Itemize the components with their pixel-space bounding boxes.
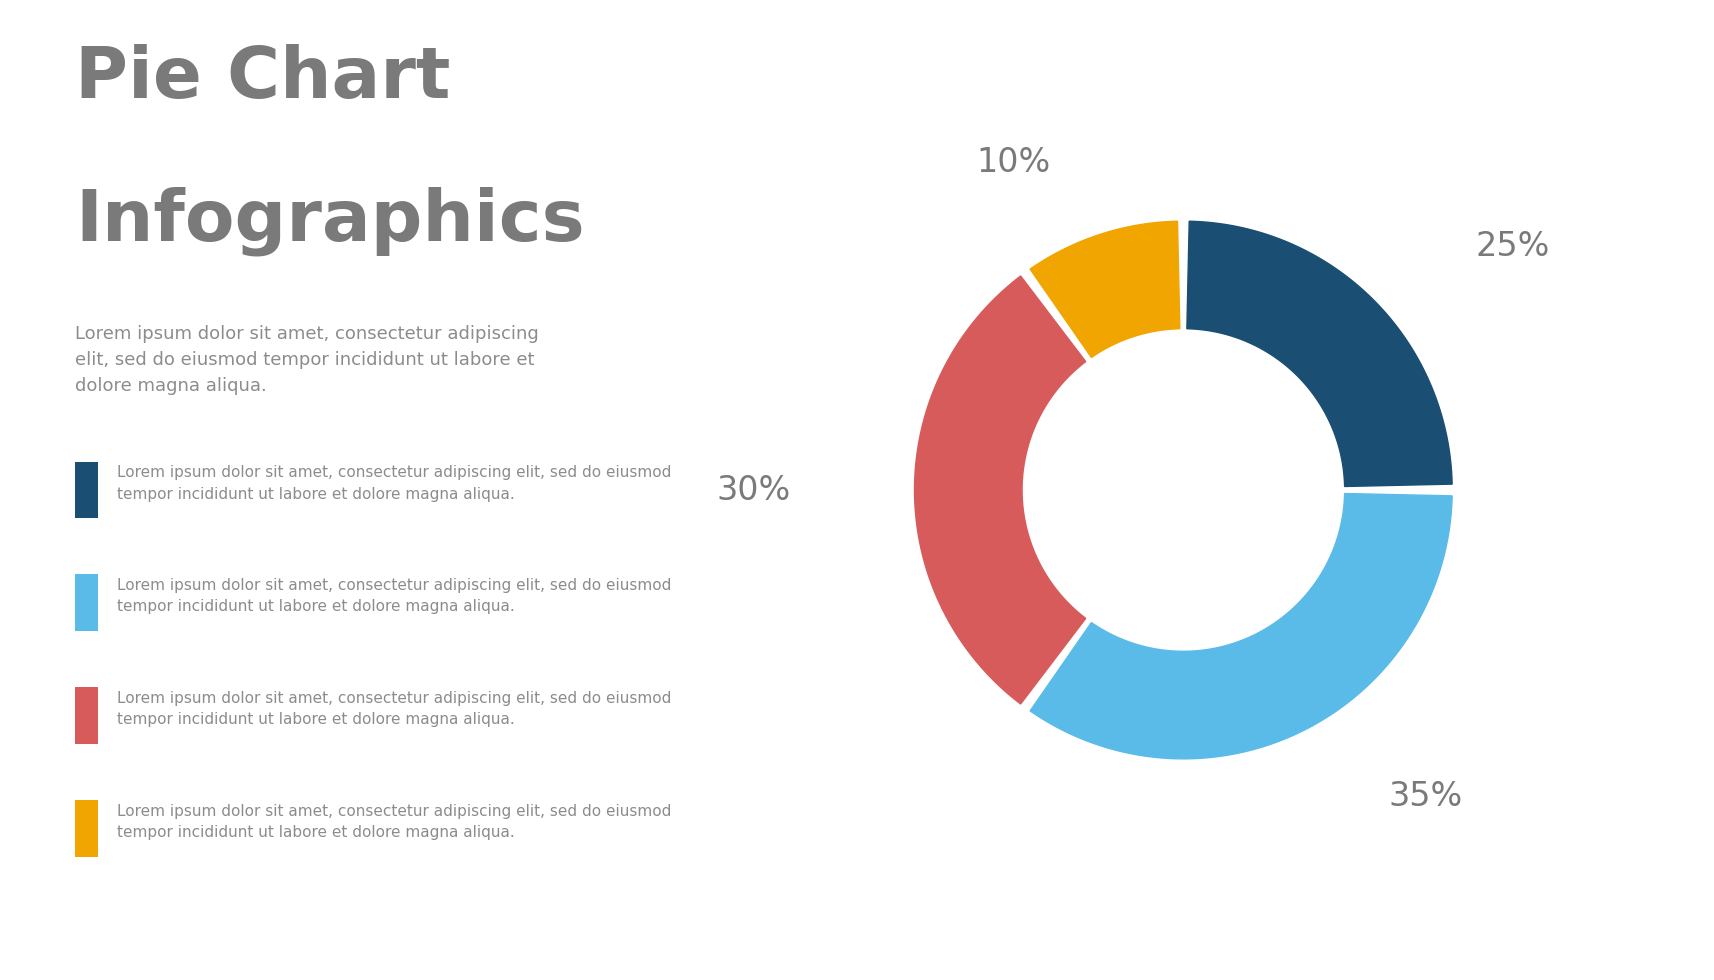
Text: Lorem ipsum dolor sit amet, consectetur adipiscing elit, sed do eiusmod
tempor i: Lorem ipsum dolor sit amet, consectetur …: [117, 804, 670, 840]
Text: 35%: 35%: [1387, 780, 1462, 813]
Text: 30%: 30%: [716, 473, 790, 507]
Text: Lorem ipsum dolor sit amet, consectetur adipiscing
elit, sed do eiusmod tempor i: Lorem ipsum dolor sit amet, consectetur …: [75, 325, 538, 395]
Text: Pie Chart: Pie Chart: [75, 44, 451, 113]
Polygon shape: [1030, 221, 1179, 358]
Polygon shape: [1030, 494, 1452, 759]
Polygon shape: [914, 276, 1085, 704]
Text: Infographics: Infographics: [75, 186, 584, 256]
Text: 10%: 10%: [975, 146, 1049, 179]
Text: Lorem ipsum dolor sit amet, consectetur adipiscing elit, sed do eiusmod
tempor i: Lorem ipsum dolor sit amet, consectetur …: [117, 466, 670, 502]
Polygon shape: [1186, 221, 1452, 486]
FancyBboxPatch shape: [75, 462, 98, 518]
Text: Lorem ipsum dolor sit amet, consectetur adipiscing elit, sed do eiusmod
tempor i: Lorem ipsum dolor sit amet, consectetur …: [117, 691, 670, 727]
Text: 25%: 25%: [1474, 230, 1548, 264]
Text: Lorem ipsum dolor sit amet, consectetur adipiscing elit, sed do eiusmod
tempor i: Lorem ipsum dolor sit amet, consectetur …: [117, 578, 670, 614]
FancyBboxPatch shape: [75, 687, 98, 744]
FancyBboxPatch shape: [75, 574, 98, 631]
FancyBboxPatch shape: [75, 800, 98, 857]
